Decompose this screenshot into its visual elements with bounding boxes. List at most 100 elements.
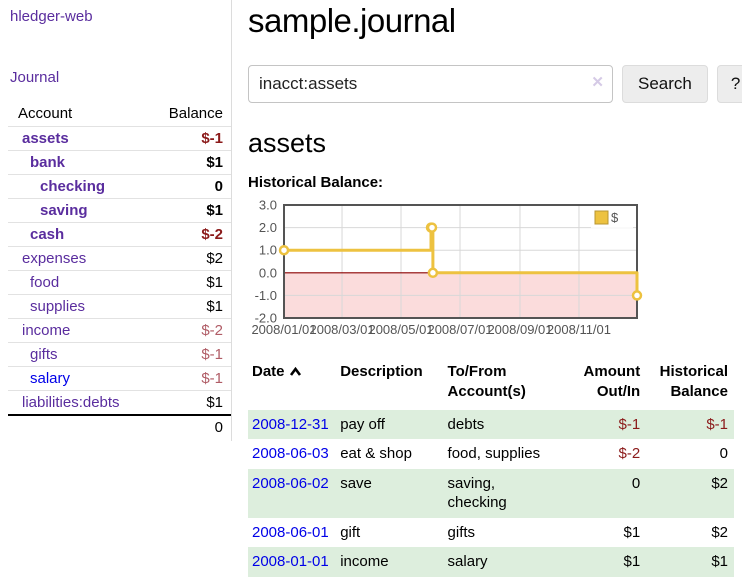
- clear-search-icon[interactable]: ✕: [591, 74, 604, 91]
- data-point-marker: [426, 222, 438, 233]
- brand-link[interactable]: hledger-web: [10, 8, 93, 25]
- account-link-bank[interactable]: bank: [30, 154, 66, 171]
- x-tick-label: 2008/07/01: [427, 322, 492, 337]
- transaction-amount: $1: [623, 523, 641, 541]
- transaction-description: eat & shop: [340, 445, 412, 462]
- historical-balance-chart: $3.0 2.0 1.0 0.0 -1.0 -2.0 2008/01/01 2008/03/0…: [248, 198, 644, 344]
- account-link-cash[interactable]: cash: [30, 226, 65, 243]
- account-row: bank $1: [8, 150, 231, 175]
- account-row: saving $1: [8, 198, 231, 223]
- legend-swatch: [594, 210, 609, 225]
- account-row: supplies $1: [8, 294, 231, 319]
- transaction-accounts: debts: [443, 409, 567, 439]
- account-balance: $-1: [143, 342, 231, 367]
- transaction-date-link[interactable]: 2008-06-01: [252, 523, 329, 541]
- account-row: cash $-2: [8, 222, 231, 247]
- account-link-supplies[interactable]: supplies: [30, 298, 86, 315]
- account-link-checking[interactable]: checking: [40, 178, 106, 195]
- transaction-amount: $-1: [566, 409, 647, 439]
- search-input[interactable]: [248, 65, 613, 103]
- accounts-header-balance: Balance: [168, 105, 223, 122]
- transaction-date-link[interactable]: 2008-06-03: [252, 445, 329, 462]
- data-point-marker: [631, 290, 643, 301]
- account-row: assets $-1: [8, 126, 231, 151]
- transaction-accounts: gifts: [447, 523, 476, 541]
- account-link-saving[interactable]: saving: [40, 202, 88, 219]
- transaction-balance: $2: [646, 468, 734, 518]
- transaction-description: income: [336, 547, 444, 577]
- accounts-header-account: Account: [18, 105, 73, 122]
- transaction-amount: $-2: [618, 445, 641, 462]
- y-tick-label: -1.0: [255, 288, 277, 303]
- search-box: ✕: [248, 65, 613, 103]
- txn-header-tofrom: To/From Account(s): [447, 363, 526, 401]
- help-button[interactable]: ?: [716, 65, 742, 103]
- account-row: food $1: [8, 270, 231, 295]
- txn-header-balance: Historical Balance: [659, 363, 728, 401]
- data-point-marker: [427, 267, 439, 279]
- account-link-liabilities-debts[interactable]: liabilities:debts: [22, 394, 120, 411]
- account-link-gifts[interactable]: gifts: [30, 346, 58, 363]
- x-tick-label: 2008/05/01: [368, 322, 433, 337]
- transaction-balance: $1: [646, 547, 734, 577]
- transaction-balance: 0: [719, 445, 728, 462]
- plot-border: [283, 204, 638, 319]
- transaction-accounts: food, supplies: [447, 445, 541, 462]
- transaction-date-link[interactable]: 2008-06-02: [252, 474, 329, 492]
- transaction-accounts: saving, checking: [443, 468, 567, 518]
- account-balance: $1: [143, 150, 231, 175]
- x-tick-label: 2008/01/01: [251, 322, 316, 337]
- account-balance: 0: [143, 174, 231, 199]
- account-link-food[interactable]: food: [30, 274, 60, 291]
- account-link-salary[interactable]: salary: [30, 370, 71, 387]
- accounts-table: Account Balance assets $-1 bank $1 checking 0…: [8, 102, 231, 439]
- transaction-row: 2008-01-01 income salary $1 $1: [248, 547, 734, 577]
- account-page-title: assets: [248, 128, 327, 158]
- account-row: liabilities:debts $1: [8, 390, 231, 415]
- page-title: sample.journal: [248, 2, 456, 39]
- account-balance: $-1: [143, 366, 231, 391]
- account-link-assets[interactable]: assets: [22, 130, 69, 147]
- txn-header-date[interactable]: Date: [248, 360, 336, 410]
- data-point-marker: [278, 244, 290, 256]
- account-balance: $-1: [143, 126, 231, 151]
- transaction-date-link[interactable]: 2008-12-31: [252, 415, 329, 433]
- chart-label: Historical Balance:: [248, 174, 384, 191]
- transaction-row: 2008-06-01 gift gifts $1 $2: [248, 518, 734, 548]
- account-row: checking 0: [8, 174, 231, 199]
- main-content: sample.journal ✕ Search ? assets Histori…: [232, 0, 742, 585]
- y-tick-label: 0.0: [259, 265, 277, 280]
- sidebar-item-journal[interactable]: Journal: [10, 69, 60, 86]
- search-button[interactable]: Search: [622, 65, 708, 103]
- y-tick-label: -2.0: [255, 311, 277, 326]
- account-link-income[interactable]: income: [22, 322, 71, 339]
- transaction-description: gift: [340, 523, 361, 541]
- account-balance: $-2: [143, 222, 231, 247]
- account-balance: $1: [143, 198, 231, 223]
- sidebar: hledger-web Journal Account Balance asse…: [0, 0, 232, 441]
- search-form: ✕ Search ?: [248, 65, 742, 103]
- account-row: income $-2: [8, 318, 231, 343]
- account-balance: $1: [143, 294, 231, 319]
- transaction-date-link[interactable]: 2008-01-01: [252, 553, 329, 570]
- account-balance: $1: [143, 390, 231, 415]
- transaction-row: 2008-06-02 save saving, checking 0 $2: [248, 468, 734, 518]
- transaction-accounts: salary: [443, 547, 567, 577]
- txn-header-amount: Amount Out/In: [583, 363, 641, 401]
- account-balance: $1: [143, 270, 231, 295]
- account-row: salary $-1: [8, 366, 231, 391]
- account-link-expenses[interactable]: expenses: [22, 250, 87, 267]
- account-balance: $-2: [143, 318, 231, 343]
- transaction-amount: 0: [566, 468, 647, 518]
- accounts-total-value: 0: [143, 414, 231, 439]
- y-tick-label: 3.0: [259, 200, 277, 213]
- transaction-balance: $-1: [646, 409, 734, 439]
- legend-label: $: [611, 210, 619, 225]
- txn-header-description: Description: [340, 363, 423, 380]
- x-tick-label: 2008/03/01: [309, 322, 374, 337]
- transaction-balance: $2: [711, 523, 728, 541]
- transactions-table: Date Description To/From Account(s) Amou…: [248, 360, 734, 577]
- transaction-amount: $1: [566, 547, 647, 577]
- sort-ascending-icon: [289, 366, 301, 376]
